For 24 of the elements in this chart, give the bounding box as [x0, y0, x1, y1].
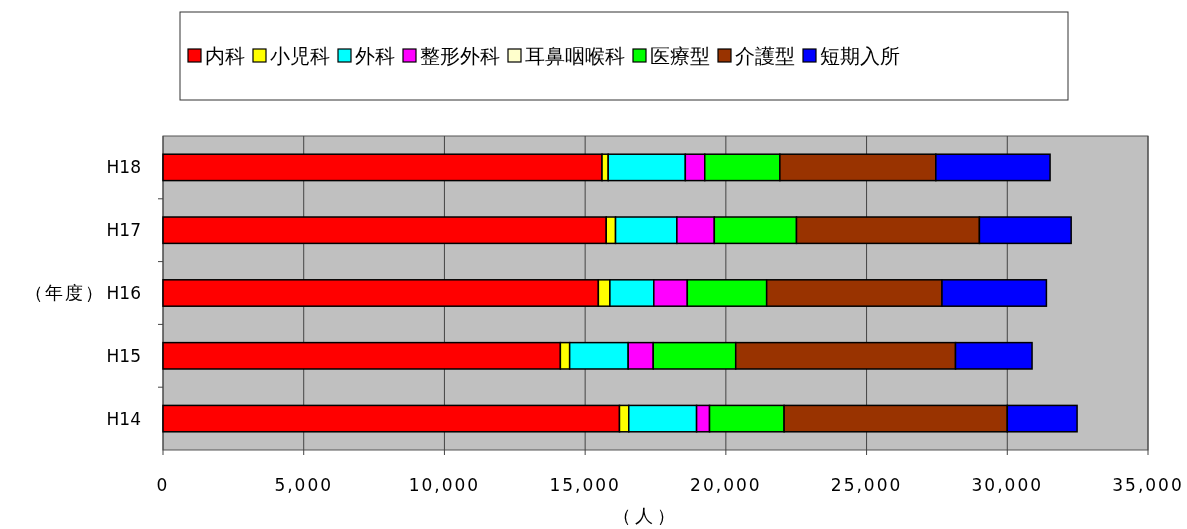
x-tick-label: 35,000: [1112, 475, 1184, 495]
y-axis-title: （年度）: [25, 282, 105, 303]
x-axis-title: （人）: [612, 505, 679, 526]
y-tick-label: H17: [106, 220, 141, 241]
legend-label: 内科: [205, 44, 245, 68]
x-tick-label: 20,000: [690, 475, 762, 495]
y-tick-label: H15: [106, 345, 141, 366]
legend-label: 整形外科: [420, 44, 500, 68]
legend-label: 介護型: [735, 44, 795, 68]
legend-label: 耳鼻咽喉科: [525, 44, 625, 68]
legend-label: 外科: [355, 44, 395, 68]
y-tick-label: H18: [106, 157, 141, 178]
x-tick-label: 5,000: [274, 475, 334, 495]
x-tick-label: 10,000: [408, 475, 481, 495]
legend-label: 短期入所: [820, 44, 900, 68]
x-tick-label: 0: [156, 475, 170, 495]
x-tick-label: 30,000: [971, 475, 1044, 495]
x-tick-label: 25,000: [830, 475, 903, 495]
y-tick-label: H16: [106, 283, 141, 303]
y-tick-label: H14: [106, 408, 141, 429]
legend-label: 医療型: [650, 44, 710, 68]
bar: [162, 153, 603, 182]
x-tick-label: 15,000: [549, 475, 621, 495]
legend-label: 小児科: [270, 44, 330, 68]
